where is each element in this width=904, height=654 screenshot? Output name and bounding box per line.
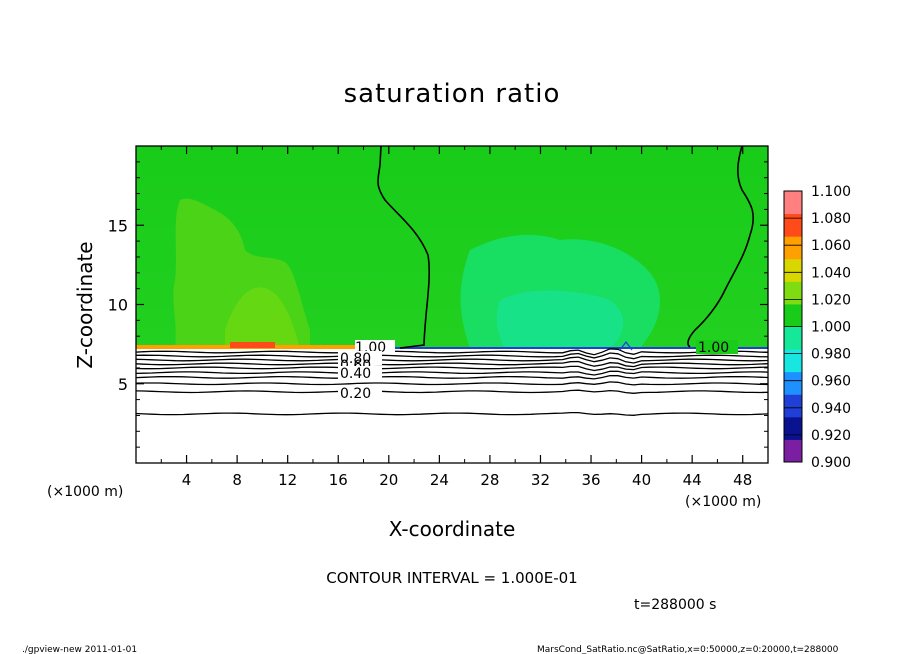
x-tick-label: 16 xyxy=(329,471,348,489)
colorbar-swatch xyxy=(784,258,802,282)
colorbar-swatch xyxy=(784,439,802,463)
field-supersaturated-left-2 xyxy=(225,287,300,348)
colorbar-label: 1.080 xyxy=(811,211,851,227)
footer-left: ./gpview-new 2011-01-01 xyxy=(22,645,137,654)
contour-surface-spike xyxy=(619,341,633,351)
x-tick-label: 24 xyxy=(430,471,449,489)
colorbar-swatch xyxy=(784,303,802,327)
colorbar-label: 1.000 xyxy=(811,320,851,336)
colorbar-label: 1.060 xyxy=(811,238,851,254)
y-tick-label: 15 xyxy=(108,216,128,235)
y-tick-label: 5 xyxy=(118,375,128,394)
colorbar-swatch xyxy=(784,191,802,215)
contour-interval: CONTOUR INTERVAL = 1.000E-01 xyxy=(326,569,577,587)
contour-line xyxy=(135,356,769,364)
colorbar-label: 0.920 xyxy=(811,428,851,444)
contour-line xyxy=(135,374,769,380)
contour-label-040: 0.40 xyxy=(340,366,371,382)
colorbar-swatch xyxy=(784,281,802,305)
contour-label-group: 1.00 0.80 0.60 0.40 0.20 1.00 xyxy=(338,340,738,402)
contour-label-100-right: 1.00 xyxy=(698,340,729,356)
colorbar-swatch xyxy=(784,213,802,237)
colorbar-swatch xyxy=(784,394,802,418)
x-unit-right: (×1000 m) xyxy=(685,494,761,510)
contour-line xyxy=(135,381,769,386)
x-tick-label: 40 xyxy=(632,471,651,489)
x-tick-label: 32 xyxy=(531,471,550,489)
field-subsaturated-middle-2 xyxy=(496,290,624,348)
colorbar-swatch xyxy=(784,236,802,260)
contour-line xyxy=(135,411,769,416)
contour-label-020: 0.20 xyxy=(340,386,371,402)
contour-line xyxy=(135,389,769,394)
contour-line xyxy=(135,370,769,376)
contour-line xyxy=(135,348,769,356)
footer-right: MarsCond_SatRatio.nc@SatRatio,x=0:50000,… xyxy=(537,645,839,654)
x-tick-label: 12 xyxy=(278,471,297,489)
x-unit-left: (×1000 m) xyxy=(47,484,123,500)
x-tick-label: 4 xyxy=(182,471,192,489)
contour-lines xyxy=(135,348,769,416)
plot-area xyxy=(135,145,769,464)
colorbar-label: 0.940 xyxy=(811,401,851,417)
field-lower-white xyxy=(136,349,768,463)
x-tick-label: 48 xyxy=(733,471,752,489)
contour-line xyxy=(135,352,769,360)
colorbar-label: 1.020 xyxy=(811,292,851,308)
colorbar: 1.100 1.080 1.060 1.040 1.020 1.000 0.980 0.960… xyxy=(783,184,851,471)
x-tick-label: 44 xyxy=(683,471,702,489)
contour-1-right xyxy=(687,145,754,348)
x-tick-label: 36 xyxy=(581,471,600,489)
colorbar-label: 0.900 xyxy=(811,455,851,471)
x-axis-label: X-coordinate xyxy=(389,517,516,541)
x-tick-label: 28 xyxy=(480,471,499,489)
colorbar-swatch xyxy=(784,371,802,395)
colorbar-label: 1.100 xyxy=(811,184,851,200)
field-surface-red xyxy=(230,342,275,348)
contour-1-left xyxy=(377,145,431,349)
x-tick-label: 20 xyxy=(379,471,398,489)
chart-title: saturation ratio xyxy=(344,79,561,109)
colorbar-swatch xyxy=(784,349,802,373)
x-tick-label: 8 xyxy=(232,471,242,489)
contour-line xyxy=(135,365,769,372)
x-axis: 4 8 12 16 20 24 28 32 36 40 44 48 xyxy=(160,146,752,489)
colorbar-label: 0.960 xyxy=(811,374,851,390)
colorbar-label: 0.980 xyxy=(811,347,851,363)
y-tick-label: 10 xyxy=(108,296,128,315)
y-axis: 5 10 15 xyxy=(108,161,768,448)
colorbar-swatch xyxy=(784,326,802,350)
colorbar-swatch xyxy=(784,416,802,440)
time-label: t=288000 s xyxy=(634,597,716,613)
field-surface-blue xyxy=(356,347,768,350)
y-axis-label: Z-coordinate xyxy=(73,241,97,368)
contour-label-080: 0.80 xyxy=(340,351,371,367)
contour-line xyxy=(135,360,769,368)
colorbar-label: 1.040 xyxy=(811,265,851,281)
